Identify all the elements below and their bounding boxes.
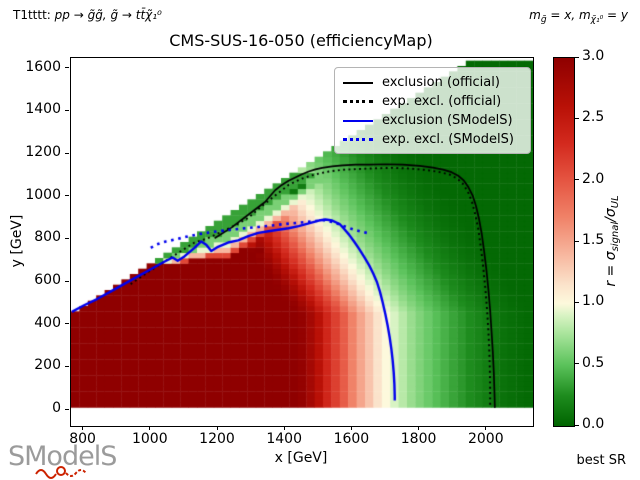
legend: exclusion (official) exp. excl. (official… <box>334 67 531 154</box>
x-tick-mark <box>82 426 84 430</box>
y-tick-mark <box>65 365 69 367</box>
x-tick-mark <box>149 426 151 430</box>
legend-entry: exclusion (official) <box>343 73 524 92</box>
x-tick-label: 1200 <box>199 431 235 447</box>
colorbar-tick-mark <box>575 179 579 181</box>
x-tick-label: 1600 <box>333 431 370 447</box>
y-tick-label: 400 <box>34 314 61 331</box>
colorbar-tick-mark <box>575 240 579 242</box>
y-tick-label: 1400 <box>25 101 61 118</box>
legend-line-sample-dotted <box>343 138 373 141</box>
legend-entry: exp. excl. (official) <box>343 92 524 111</box>
colorbar-tick-label: 1.5 <box>582 232 605 248</box>
colorbar-tick-mark <box>575 301 579 303</box>
y-tick-mark <box>65 280 69 282</box>
x-tick-mark <box>216 426 218 430</box>
best-sr-label: best SR <box>576 453 626 468</box>
x-tick-mark <box>485 426 487 430</box>
x-tick-label: 2000 <box>467 431 504 447</box>
mass-def-part: m <box>529 8 541 22</box>
x-tick-mark <box>350 426 352 430</box>
x-tick-label: 1400 <box>266 431 303 447</box>
y-tick-mark <box>65 408 69 410</box>
colorbar-tick-mark <box>575 117 579 119</box>
process-math: pp → g̃g̃, g̃ → tt̄χ̃₁⁰ <box>54 8 162 22</box>
mass-def-part: = x, m <box>546 8 591 22</box>
colorbar-tick-label: 2.5 <box>582 109 605 126</box>
y-tick-mark <box>65 67 69 69</box>
mass-definition-label: mg̃ = x, mχ̃₁⁰ = y <box>529 8 628 25</box>
colorbar-tick-label: 0.0 <box>582 416 605 432</box>
colorbar-tick-label: 3.0 <box>582 48 605 64</box>
colorbar-label: r = σsignal/σUL <box>603 195 621 286</box>
y-tick-label: 600 <box>34 272 61 288</box>
y-tick-label: 800 <box>34 229 61 246</box>
legend-entry-label: exclusion (SModelS) <box>382 113 513 128</box>
plot-area: exclusion (official) exp. excl. (official… <box>70 57 534 427</box>
legend-entry-label: exp. excl. (SModelS) <box>382 132 514 147</box>
plot-title: CMS-SUS-16-050 (efficiencyMap) <box>169 31 433 50</box>
y-tick-label: 0 <box>52 400 61 416</box>
y-tick-mark <box>65 109 69 111</box>
legend-line-sample-dotted <box>343 100 373 103</box>
process-prefix: T1tttt: <box>13 8 55 22</box>
legend-line-sample-solid <box>343 81 373 84</box>
process-label: T1tttt: pp → g̃g̃, g̃ → tt̄χ̃₁⁰ <box>13 8 162 22</box>
x-tick-mark <box>283 426 285 430</box>
x-tick-label: 1000 <box>131 431 168 447</box>
smodels-logo-squiggle-icon <box>35 466 87 479</box>
colorbar <box>553 57 575 427</box>
legend-line-sample-solid <box>343 119 373 122</box>
x-tick-mark <box>418 426 420 430</box>
y-tick-label: 200 <box>34 357 61 374</box>
colorbar-tick-mark <box>575 424 579 426</box>
legend-entry-label: exclusion (official) <box>382 75 500 90</box>
x-tick-label: 800 <box>69 431 96 447</box>
y-tick-mark <box>65 152 69 154</box>
y-tick-label: 1200 <box>25 144 61 160</box>
y-tick-label: 1000 <box>25 186 61 203</box>
mass-def-part: = y <box>603 8 628 22</box>
smodels-logo: SModelS <box>8 441 128 479</box>
colorbar-tick-label: 2.0 <box>582 170 605 187</box>
cbar-label-sub: UL <box>610 195 621 209</box>
colorbar-tick-mark <box>575 56 579 58</box>
mass-def-sub: χ̃₁⁰ <box>590 15 604 25</box>
y-tick-mark <box>65 237 69 239</box>
cbar-label-part: r = σ <box>603 251 619 287</box>
colorbar-tick-label: 0.5 <box>582 354 605 371</box>
y-tick-label: 1600 <box>25 58 61 75</box>
cbar-label-part: /σ <box>603 208 619 222</box>
cbar-label-sub: signal <box>610 221 621 252</box>
y-tick-mark <box>65 195 69 197</box>
legend-entry-label: exp. excl. (official) <box>382 94 502 109</box>
colorbar-tick-label: 1.0 <box>582 293 605 310</box>
legend-entry: exclusion (SModelS) <box>343 111 524 130</box>
legend-entry: exp. excl. (SModelS) <box>343 130 524 149</box>
y-tick-mark <box>65 323 69 325</box>
mass-def-sub: g̃ <box>540 15 547 25</box>
colorbar-tick-mark <box>575 363 579 365</box>
x-tick-label: 1800 <box>400 431 437 447</box>
x-axis-label: x [GeV] <box>274 450 328 466</box>
